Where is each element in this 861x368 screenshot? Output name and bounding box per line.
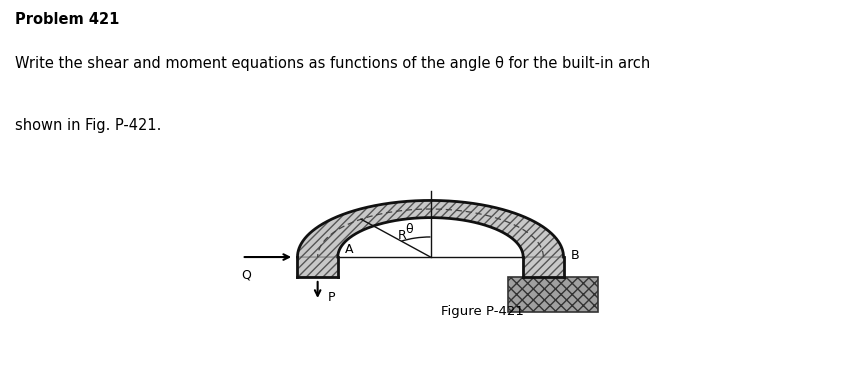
Text: R: R (398, 229, 407, 242)
Polygon shape (523, 257, 563, 277)
Bar (508, 277, 598, 312)
Polygon shape (298, 201, 563, 257)
Polygon shape (298, 257, 338, 277)
Text: Q: Q (241, 269, 251, 282)
Text: P: P (328, 291, 336, 304)
Text: θ: θ (406, 223, 413, 236)
Text: Write the shear and moment equations as functions of the angle θ for the built-i: Write the shear and moment equations as … (15, 56, 650, 71)
Text: shown in Fig. P-421.: shown in Fig. P-421. (15, 118, 162, 133)
Text: Problem 421: Problem 421 (15, 13, 120, 27)
Text: Figure P-421: Figure P-421 (441, 305, 523, 318)
Text: B: B (570, 250, 579, 262)
Text: A: A (344, 243, 353, 256)
